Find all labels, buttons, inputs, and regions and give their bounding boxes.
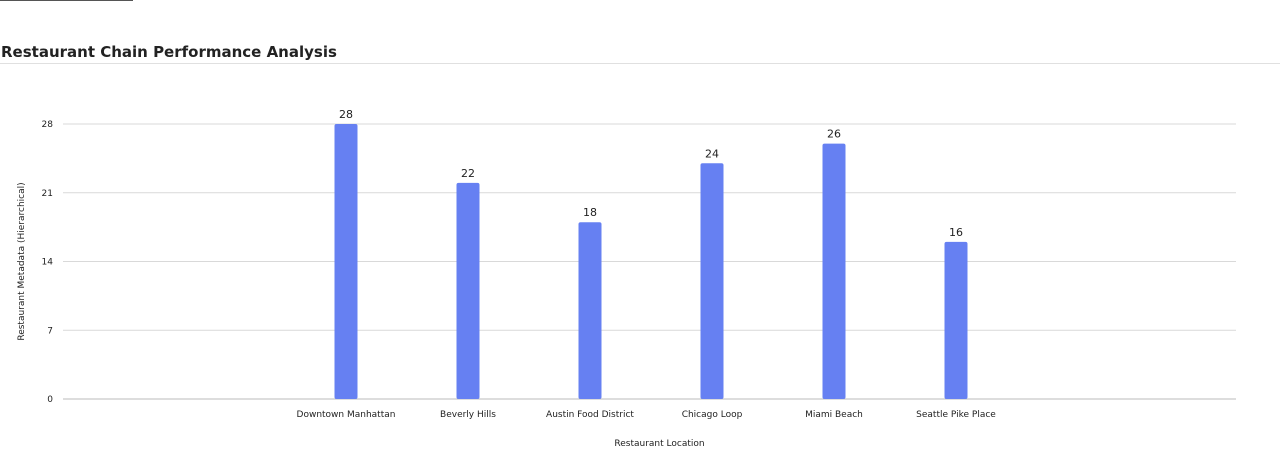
- bar: [944, 241, 968, 399]
- bar-value-label: 24: [705, 147, 719, 160]
- gridlines: [63, 123, 1236, 400]
- bar-value-label: 18: [583, 206, 597, 219]
- y-axis-title: Restaurant Metadata (Hierarchical): [17, 182, 27, 340]
- top-tab-indicator: [0, 0, 133, 1]
- bar-value-label: 26: [827, 128, 841, 141]
- y-tick-label: 14: [42, 258, 54, 268]
- x-tick-label: Chicago Loop: [682, 410, 743, 420]
- bar-value-label: 22: [461, 167, 475, 180]
- x-tick-label: Austin Food District: [546, 410, 634, 420]
- x-axis-ticks: Downtown Manhattan Beverly Hills Austin Fo…: [297, 410, 997, 420]
- x-tick-label: Beverly Hills: [440, 410, 496, 420]
- y-tick-label: 7: [47, 326, 53, 336]
- y-tick-label: 0: [47, 395, 53, 405]
- bar-value-label: 28: [339, 108, 353, 121]
- data-labels: 28 22 18 24 26 16: [339, 108, 963, 239]
- title-divider: [0, 63, 1280, 64]
- x-tick-label: Downtown Manhattan: [297, 410, 396, 420]
- x-tick-label: Seattle Pike Place: [916, 410, 996, 420]
- x-tick-label: Miami Beach: [805, 410, 863, 420]
- bar: [578, 222, 602, 399]
- bar: [822, 143, 846, 399]
- page-title: Restaurant Chain Performance Analysis: [1, 43, 337, 61]
- y-tick-label: 21: [42, 189, 53, 199]
- y-tick-label: 28: [42, 120, 54, 130]
- x-axis-title: Restaurant Location: [614, 439, 704, 449]
- bar: [334, 124, 358, 399]
- bar-value-label: 16: [949, 226, 963, 239]
- bar: [700, 163, 724, 399]
- bar: [456, 182, 480, 399]
- y-axis-ticks: 0 7 14 21 28: [42, 120, 54, 405]
- bars: [334, 124, 968, 399]
